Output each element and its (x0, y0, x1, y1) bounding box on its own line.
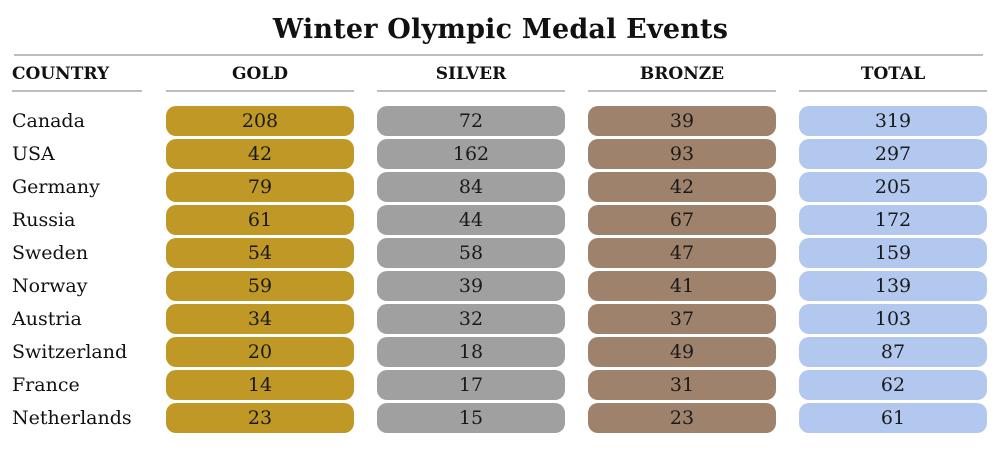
total-value-cell: 172 (799, 205, 987, 235)
silver-value-cell: 84 (377, 172, 565, 202)
country-label: Russia (12, 209, 76, 231)
country-label: Norway (12, 275, 88, 297)
country-header-underline (12, 90, 142, 92)
bronze-value-cell: 93 (588, 139, 776, 169)
header-silver: SILVER (435, 64, 507, 84)
country-label: Sweden (12, 242, 89, 264)
gold-value-cell: 61 (166, 205, 354, 235)
silver-value-cell: 18 (377, 337, 565, 367)
bronze-value-cell: 31 (588, 370, 776, 400)
bronze-value-cell: 47 (588, 238, 776, 268)
bronze-value-cell: 49 (588, 337, 776, 367)
bronze-value-cell: 37 (588, 304, 776, 334)
bronze-header-underline (588, 90, 776, 92)
silver-value-cell: 72 (377, 106, 565, 136)
country-label: Germany (12, 176, 100, 198)
gold-header-underline (166, 90, 354, 92)
gold-value-cell: 34 (166, 304, 354, 334)
country-label: USA (12, 143, 55, 165)
silver-value-cell: 39 (377, 271, 565, 301)
bronze-value-cell: 67 (588, 205, 776, 235)
total-value-cell: 87 (799, 337, 987, 367)
total-value-cell: 297 (799, 139, 987, 169)
gold-value-cell: 59 (166, 271, 354, 301)
total-value-cell: 159 (799, 238, 987, 268)
total-value-cell: 139 (799, 271, 987, 301)
total-value-cell: 205 (799, 172, 987, 202)
silver-value-cell: 162 (377, 139, 565, 169)
silver-value-cell: 44 (377, 205, 565, 235)
silver-value-cell: 32 (377, 304, 565, 334)
bronze-value-cell: 23 (588, 403, 776, 433)
title-divider (14, 54, 983, 56)
country-label: Switzerland (12, 341, 128, 363)
country-label: France (12, 374, 80, 396)
header-country: COUNTRY (12, 64, 110, 84)
gold-value-cell: 208 (166, 106, 354, 136)
country-label: Netherlands (12, 407, 132, 429)
bronze-value-cell: 39 (588, 106, 776, 136)
country-label: Canada (12, 110, 85, 132)
header-total: TOTAL (860, 64, 926, 84)
silver-header-underline (377, 90, 565, 92)
gold-value-cell: 54 (166, 238, 354, 268)
total-value-cell: 62 (799, 370, 987, 400)
silver-value-cell: 58 (377, 238, 565, 268)
total-value-cell: 61 (799, 403, 987, 433)
header-bronze: BRONZE (639, 64, 725, 84)
chart-title: Winter Olympic Medal Events (272, 14, 729, 45)
bronze-value-cell: 41 (588, 271, 776, 301)
silver-value-cell: 17 (377, 370, 565, 400)
gold-value-cell: 23 (166, 403, 354, 433)
gold-value-cell: 14 (166, 370, 354, 400)
total-value-cell: 103 (799, 304, 987, 334)
gold-value-cell: 42 (166, 139, 354, 169)
bronze-value-cell: 42 (588, 172, 776, 202)
header-gold: GOLD (231, 64, 289, 84)
total-value-cell: 319 (799, 106, 987, 136)
total-header-underline (799, 90, 987, 92)
country-label: Austria (12, 308, 82, 330)
gold-value-cell: 20 (166, 337, 354, 367)
gold-value-cell: 79 (166, 172, 354, 202)
silver-value-cell: 15 (377, 403, 565, 433)
